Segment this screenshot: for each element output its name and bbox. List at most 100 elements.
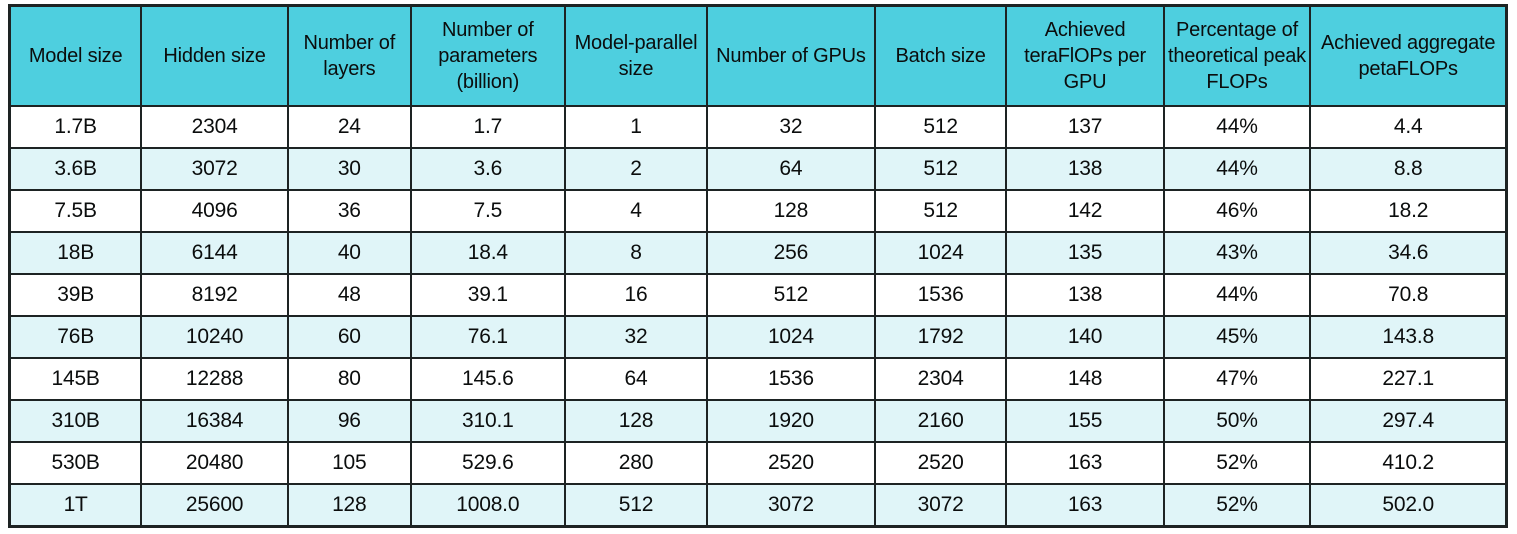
cell-r9-c9: 502.0 — [1309, 483, 1508, 528]
cell-r3-c4: 8 — [563, 231, 709, 275]
cell-r4-c6: 1536 — [873, 273, 1008, 317]
cell-r7-c2: 96 — [286, 399, 412, 443]
cell-r7-c4: 128 — [563, 399, 709, 443]
cell-r0-c4: 1 — [563, 105, 709, 149]
cell-r5-c0: 76B — [8, 315, 143, 359]
table-header: Model size Hidden size Number of layers Num… — [8, 4, 1508, 107]
cell-r7-c8: 50% — [1162, 399, 1312, 443]
column-header-2: Number of layers — [286, 4, 412, 107]
cell-r2-c8: 46% — [1162, 189, 1312, 233]
cell-r3-c9: 34.6 — [1309, 231, 1508, 275]
cell-r5-c2: 60 — [286, 315, 412, 359]
header-row: Model size Hidden size Number of layers Num… — [8, 4, 1508, 107]
table-row-5: 76B 10240 60 76.1 32 1024 1792 140 45% 143.8 — [8, 315, 1508, 359]
cell-r2-c2: 36 — [286, 189, 412, 233]
table-row-6: 145B 12288 80 145.6 64 1536 2304 148 47% 227.1 — [8, 357, 1508, 401]
cell-r9-c7: 163 — [1005, 483, 1165, 528]
cell-r6-c1: 12288 — [140, 357, 289, 401]
cell-r1-c7: 138 — [1005, 147, 1165, 191]
cell-r2-c1: 4096 — [140, 189, 289, 233]
cell-r4-c7: 138 — [1005, 273, 1165, 317]
cell-r6-c8: 47% — [1162, 357, 1312, 401]
cell-r9-c2: 128 — [286, 483, 412, 528]
cell-r1-c0: 3.6B — [8, 147, 143, 191]
cell-r7-c7: 155 — [1005, 399, 1165, 443]
cell-r2-c6: 512 — [873, 189, 1008, 233]
cell-r0-c8: 44% — [1162, 105, 1312, 149]
cell-r1-c6: 512 — [873, 147, 1008, 191]
column-header-7: Achieved teraFlOPs per GPU — [1005, 4, 1165, 107]
cell-r2-c5: 128 — [706, 189, 876, 233]
cell-r5-c5: 1024 — [706, 315, 876, 359]
model-scaling-table: Model size Hidden size Number of layers Num… — [8, 4, 1508, 528]
cell-r1-c3: 3.6 — [409, 147, 566, 191]
cell-r1-c4: 2 — [563, 147, 709, 191]
cell-r5-c7: 140 — [1005, 315, 1165, 359]
cell-r0-c7: 137 — [1005, 105, 1165, 149]
cell-r1-c2: 30 — [286, 147, 412, 191]
cell-r8-c3: 529.6 — [409, 441, 566, 485]
cell-r8-c9: 410.2 — [1309, 441, 1508, 485]
cell-r2-c0: 7.5B — [8, 189, 143, 233]
cell-r8-c6: 2520 — [873, 441, 1008, 485]
column-header-5: Number of GPUs — [706, 4, 876, 107]
cell-r0-c0: 1.7B — [8, 105, 143, 149]
cell-r4-c0: 39B — [8, 273, 143, 317]
cell-r9-c3: 1008.0 — [409, 483, 566, 528]
cell-r0-c3: 1.7 — [409, 105, 566, 149]
cell-r3-c5: 256 — [706, 231, 876, 275]
cell-r3-c7: 135 — [1005, 231, 1165, 275]
cell-r3-c3: 18.4 — [409, 231, 566, 275]
cell-r7-c1: 16384 — [140, 399, 289, 443]
cell-r0-c5: 32 — [706, 105, 876, 149]
cell-r9-c5: 3072 — [706, 483, 876, 528]
cell-r6-c4: 64 — [563, 357, 709, 401]
cell-r7-c3: 310.1 — [409, 399, 566, 443]
table-row-0: 1.7B 2304 24 1.7 1 32 512 137 44% 4.4 — [8, 105, 1508, 149]
cell-r5-c4: 32 — [563, 315, 709, 359]
table-row-7: 310B 16384 96 310.1 128 1920 2160 155 50% 297.4 — [8, 399, 1508, 443]
cell-r8-c4: 280 — [563, 441, 709, 485]
cell-r6-c7: 148 — [1005, 357, 1165, 401]
cell-r9-c4: 512 — [563, 483, 709, 528]
column-header-0: Model size — [8, 4, 143, 107]
cell-r4-c1: 8192 — [140, 273, 289, 317]
cell-r8-c2: 105 — [286, 441, 412, 485]
cell-r6-c0: 145B — [8, 357, 143, 401]
cell-r7-c9: 297.4 — [1309, 399, 1508, 443]
table-row-1: 3.6B 3072 30 3.6 2 64 512 138 44% 8.8 — [8, 147, 1508, 191]
cell-r1-c5: 64 — [706, 147, 876, 191]
column-header-1: Hidden size — [140, 4, 289, 107]
table-body: 1.7B 2304 24 1.7 1 32 512 137 44% 4.4 3.6B 3072 30 3.… — [8, 105, 1508, 528]
cell-r2-c4: 4 — [563, 189, 709, 233]
table-row-9: 1T 25600 128 1008.0 512 3072 3072 163 52% 502.0 — [8, 483, 1508, 528]
table-row-8: 530B 20480 105 529.6 280 2520 2520 163 52% 410.2 — [8, 441, 1508, 485]
cell-r4-c8: 44% — [1162, 273, 1312, 317]
cell-r4-c4: 16 — [563, 273, 709, 317]
cell-r5-c6: 1792 — [873, 315, 1008, 359]
column-header-6: Batch size — [873, 4, 1008, 107]
cell-r0-c9: 4.4 — [1309, 105, 1508, 149]
cell-r1-c9: 8.8 — [1309, 147, 1508, 191]
cell-r7-c6: 2160 — [873, 399, 1008, 443]
cell-r6-c2: 80 — [286, 357, 412, 401]
cell-r4-c5: 512 — [706, 273, 876, 317]
cell-r3-c0: 18B — [8, 231, 143, 275]
cell-r0-c6: 512 — [873, 105, 1008, 149]
cell-r1-c8: 44% — [1162, 147, 1312, 191]
table-row-3: 18B 6144 40 18.4 8 256 1024 135 43% 34.6 — [8, 231, 1508, 275]
cell-r8-c8: 52% — [1162, 441, 1312, 485]
cell-r0-c2: 24 — [286, 105, 412, 149]
cell-r5-c1: 10240 — [140, 315, 289, 359]
cell-r5-c3: 76.1 — [409, 315, 566, 359]
cell-r0-c1: 2304 — [140, 105, 289, 149]
cell-r3-c8: 43% — [1162, 231, 1312, 275]
cell-r6-c6: 2304 — [873, 357, 1008, 401]
cell-r4-c2: 48 — [286, 273, 412, 317]
cell-r9-c6: 3072 — [873, 483, 1008, 528]
cell-r1-c1: 3072 — [140, 147, 289, 191]
column-header-3: Number of parameters (billion) — [409, 4, 566, 107]
column-header-9: Achieved aggregate petaFLOPs — [1309, 4, 1508, 107]
column-header-4: Model-parallel size — [563, 4, 709, 107]
